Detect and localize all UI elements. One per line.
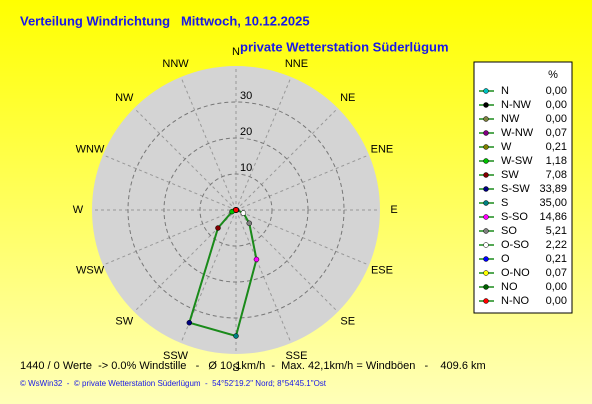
legend-marker [483,256,489,262]
legend-value: 2,22 [546,239,567,251]
direction-label: NNW [162,58,189,70]
legend-label: W [501,141,512,153]
direction-label: N [232,46,240,58]
chart-subtitle: private Wetterstation Süderlügum [240,39,449,54]
legend-marker [483,144,489,150]
legend-marker [483,214,489,220]
legend-label: NW [501,113,520,125]
direction-label: SW [115,316,133,328]
legend-value: 0,00 [546,281,567,293]
legend-label: W-SW [501,155,533,167]
legend-value: 0,00 [546,85,567,97]
direction-label: NW [115,92,134,104]
legend-label: W-NW [501,127,534,139]
legend-value: 0,07 [546,127,567,139]
legend-label: N [501,85,509,97]
legend-value: 0,21 [546,141,567,153]
grid-ring [163,137,309,283]
r-tick-label: 30 [240,90,252,102]
point [186,319,193,326]
point [240,210,247,216]
direction-label: S [232,362,239,374]
legend-value: 5,21 [546,225,567,237]
legend-marker [483,242,489,248]
legend-marker [483,270,489,276]
point [233,333,239,339]
r-tick-label: 20 [240,126,252,138]
legend-label: SO [501,225,517,237]
legend-label: O [501,253,510,265]
footer-copyright: © WsWin32 - © private Wetterstation Süde… [20,379,327,388]
legend-label: O-SO [501,239,530,251]
legend-value: 0,21 [546,253,567,265]
legend-value: 0,00 [546,99,567,111]
legend-box [473,61,573,314]
grid-ring [199,173,273,247]
legend-header: % [548,69,558,81]
direction-label: SSW [163,350,189,362]
legend-value: 35,00 [539,197,567,209]
direction-label: E [390,204,397,216]
footer-stats: 1440 / 0 Werte -> 0.0% Windstille - Ø 10… [20,360,486,372]
legend-value: 33,89 [539,183,567,195]
direction-label: NNE [285,58,308,70]
legend-label: O-NO [501,267,530,279]
legend-marker [483,172,489,178]
legend-marker [483,298,489,304]
legend-label: N-NO [501,295,530,307]
legend-label: S [501,197,508,209]
legend-label: NO [501,281,518,293]
legend-marker [483,102,489,108]
chart-title: Verteilung Windrichtung Mittwoch, 10.12.… [20,13,310,28]
legend-label: S-SW [501,183,530,195]
legend-marker [483,158,489,164]
legend-marker [483,130,489,136]
direction-label: SE [340,316,355,328]
direction-label: WNW [76,143,105,155]
point [233,207,239,213]
legend-value: 14,86 [539,211,567,223]
grid-ring [127,101,345,319]
legend-marker [483,228,489,234]
legend-value: 7,08 [546,169,567,181]
point [253,256,260,263]
legend-marker [483,186,489,192]
legend-value: 0,07 [546,267,567,279]
direction-label: WSW [76,264,105,276]
legend-value: 0,00 [546,113,567,125]
point [215,225,221,231]
legend-value: 1,18 [546,155,567,167]
legend-marker [483,200,489,206]
legend-label: SW [501,169,519,181]
legend-value: 0,00 [546,295,567,307]
legend-marker [483,116,489,122]
direction-label: ENE [371,143,394,155]
point [246,220,253,227]
legend-label: S-SO [501,211,528,223]
legend-marker [483,88,489,94]
direction-label: NE [340,92,355,104]
legend-label: N-NW [501,99,532,111]
legend-marker [483,284,489,290]
direction-label: W [73,204,84,216]
r-tick-label: 10 [240,162,252,174]
direction-label: SSE [285,350,307,362]
direction-label: ESE [371,264,393,276]
